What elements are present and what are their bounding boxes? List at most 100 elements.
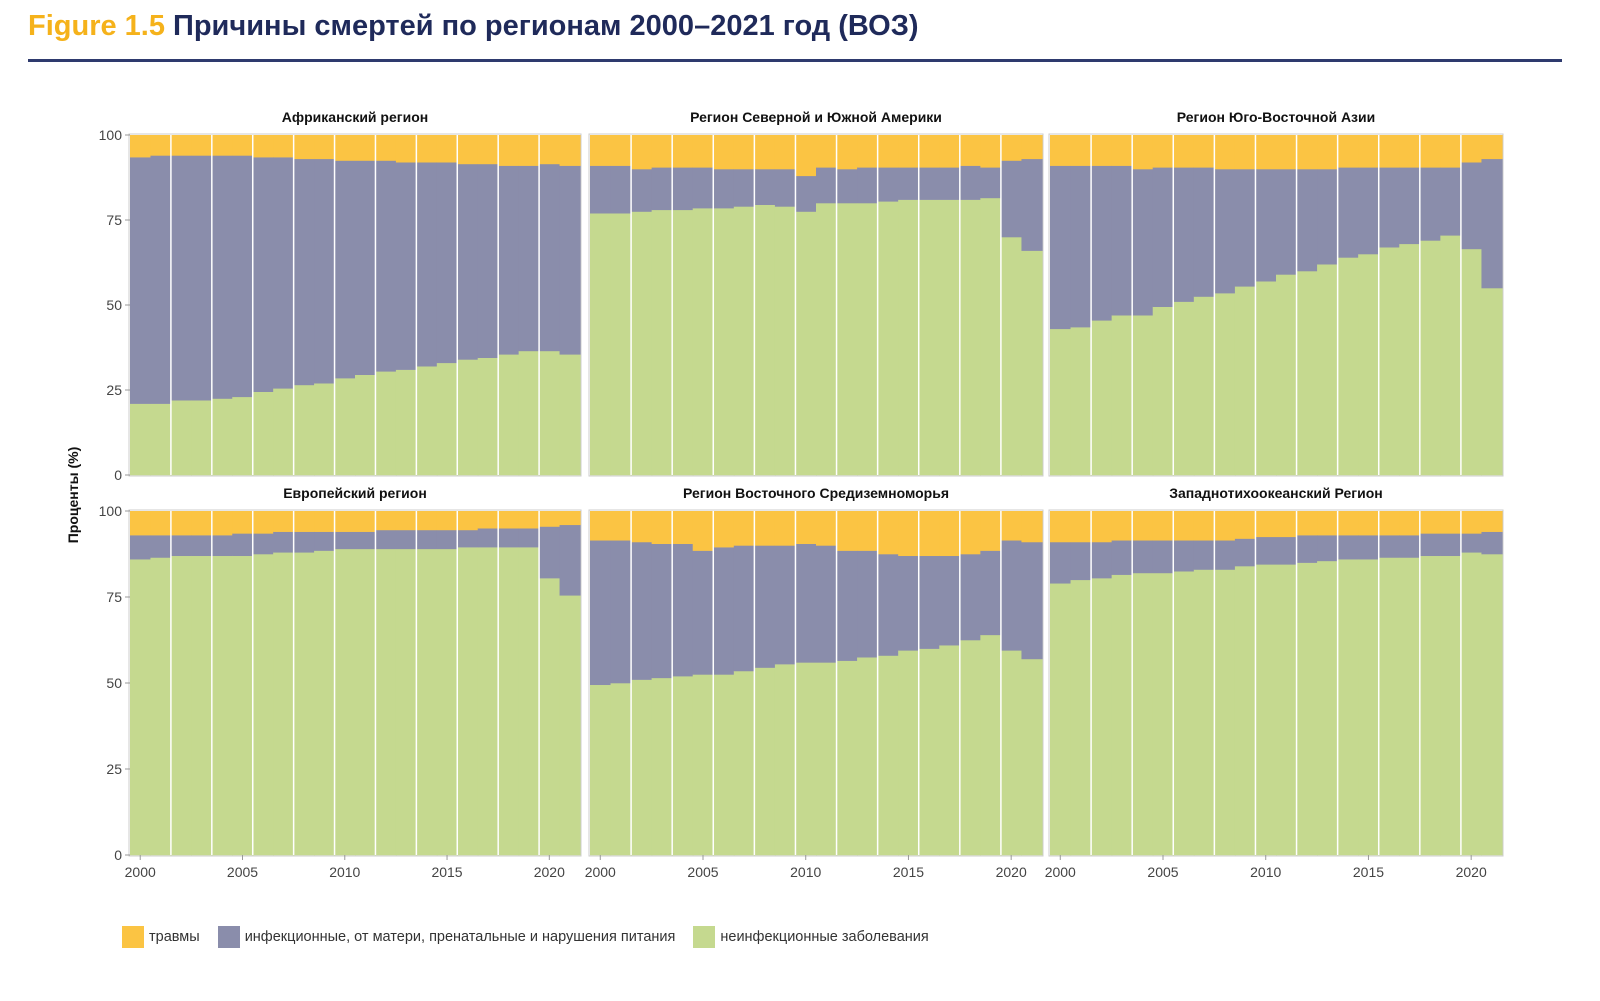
infectious-bar (918, 167, 940, 200)
ncd-bar (672, 676, 694, 856)
injuries-bar (857, 135, 879, 168)
injuries-bar (293, 511, 315, 532)
infectious-bar (150, 535, 172, 558)
ncd-bar (959, 199, 981, 476)
infectious-bar (1111, 165, 1133, 316)
infectious-bar (457, 163, 479, 360)
x-tick-label: 2020 (996, 864, 1027, 880)
injuries-bar (416, 511, 438, 531)
ncd-bar (293, 552, 315, 856)
injuries-bar (733, 135, 755, 170)
infectious-bar (1378, 167, 1400, 248)
ncd-bar (1070, 327, 1092, 476)
injuries-bar (150, 511, 172, 536)
ncd-bar (1337, 559, 1359, 856)
ncd-bar (477, 357, 499, 476)
injuries-bar (457, 511, 479, 531)
infectious-bar (1070, 165, 1092, 328)
ncd-bar (774, 664, 797, 856)
ncd-bar (170, 400, 192, 476)
infectious-bar (477, 163, 499, 358)
legend-item-ncd: неинфекционные заболевания (693, 926, 929, 948)
infectious-bar (610, 165, 632, 214)
infectious-bar (1173, 540, 1195, 572)
injuries-bar (877, 135, 899, 168)
ncd-bar (518, 547, 540, 856)
panel: Регион Восточного Средиземноморья 2000 200… (585, 485, 1044, 880)
ncd-bar (539, 350, 561, 476)
injuries-bar (334, 511, 356, 532)
injuries-bar (1234, 511, 1257, 539)
injuries-bar (436, 511, 458, 531)
infectious-bar (1111, 540, 1133, 575)
panel: Регион Северной и Южной Америки (588, 109, 1044, 477)
injuries-bar (375, 135, 397, 161)
injuries-bar (191, 135, 213, 156)
infectious-bar (252, 533, 274, 555)
legend-label: неинфекционные заболевания (720, 929, 929, 945)
injuries-bar (1255, 511, 1277, 538)
injuries-bar (713, 135, 735, 170)
injuries-bar (959, 511, 981, 555)
infectious-bar (355, 531, 377, 550)
infectious-bar (980, 167, 1002, 199)
y-tick-label: 0 (114, 467, 122, 483)
infectious-bar (939, 555, 961, 646)
ncd-bar (395, 548, 417, 856)
injuries-bar (1296, 135, 1318, 170)
infectious-bar (959, 554, 981, 641)
infectious-bar (1276, 536, 1298, 565)
ncd-bar (355, 374, 377, 476)
infectious-bar (518, 528, 540, 548)
infectious-bar (754, 545, 776, 668)
injuries-bar (877, 511, 899, 555)
ncd-bar (1296, 562, 1318, 856)
ncd-bar (898, 650, 920, 856)
ncd-bar (314, 550, 336, 856)
y-tick-label: 0 (114, 847, 122, 863)
x-tick-label: 2000 (585, 864, 616, 880)
injuries-bar (898, 135, 920, 168)
ncd-bar (416, 548, 438, 856)
infectious-bar (672, 167, 694, 211)
injuries-bar (651, 511, 673, 544)
ncd-bar (232, 555, 254, 856)
ncd-bar (232, 396, 254, 476)
ncd-bar (692, 208, 714, 476)
infectious-bar (918, 555, 940, 649)
injuries-bar (836, 135, 858, 170)
ncd-bar (498, 547, 520, 856)
ncd-bar (857, 203, 879, 476)
injuries-bar (1173, 511, 1195, 541)
injuries-bar (1193, 511, 1215, 541)
legend-label: травмы (149, 929, 200, 945)
ncd-bar (1193, 296, 1215, 476)
y-tick-label: 75 (106, 589, 122, 605)
injuries-bar (1358, 511, 1380, 536)
ncd-bar (1317, 560, 1339, 856)
ncd-bar (1091, 578, 1113, 856)
infectious-bar (672, 543, 694, 677)
panel-title: Западнотихоокеанский Регион (1169, 485, 1383, 501)
injuries-bar (898, 511, 920, 557)
infectious-bar (436, 162, 458, 364)
ncd-bar (457, 359, 479, 476)
ncd-bar (416, 366, 438, 476)
infectious-bar (498, 165, 520, 355)
infectious-bar (754, 169, 776, 205)
ncd-bar (1358, 254, 1380, 476)
infectious-bar (1193, 540, 1215, 570)
injuries-bar (518, 511, 540, 529)
injuries-bar (795, 135, 817, 177)
infectious-bar (733, 169, 755, 207)
ncd-bar (252, 554, 274, 856)
injuries-bar (1000, 135, 1023, 161)
ncd-bar (1378, 247, 1400, 476)
infectious-bar (170, 535, 192, 557)
infectious-bar (518, 165, 540, 352)
ncd-bar (436, 362, 458, 476)
y-tick-label: 25 (106, 761, 122, 777)
x-tick-label: 2015 (431, 864, 462, 880)
legend: травмы инфекционные, от матери, пренатал… (122, 926, 947, 948)
injuries-bar (273, 135, 295, 158)
